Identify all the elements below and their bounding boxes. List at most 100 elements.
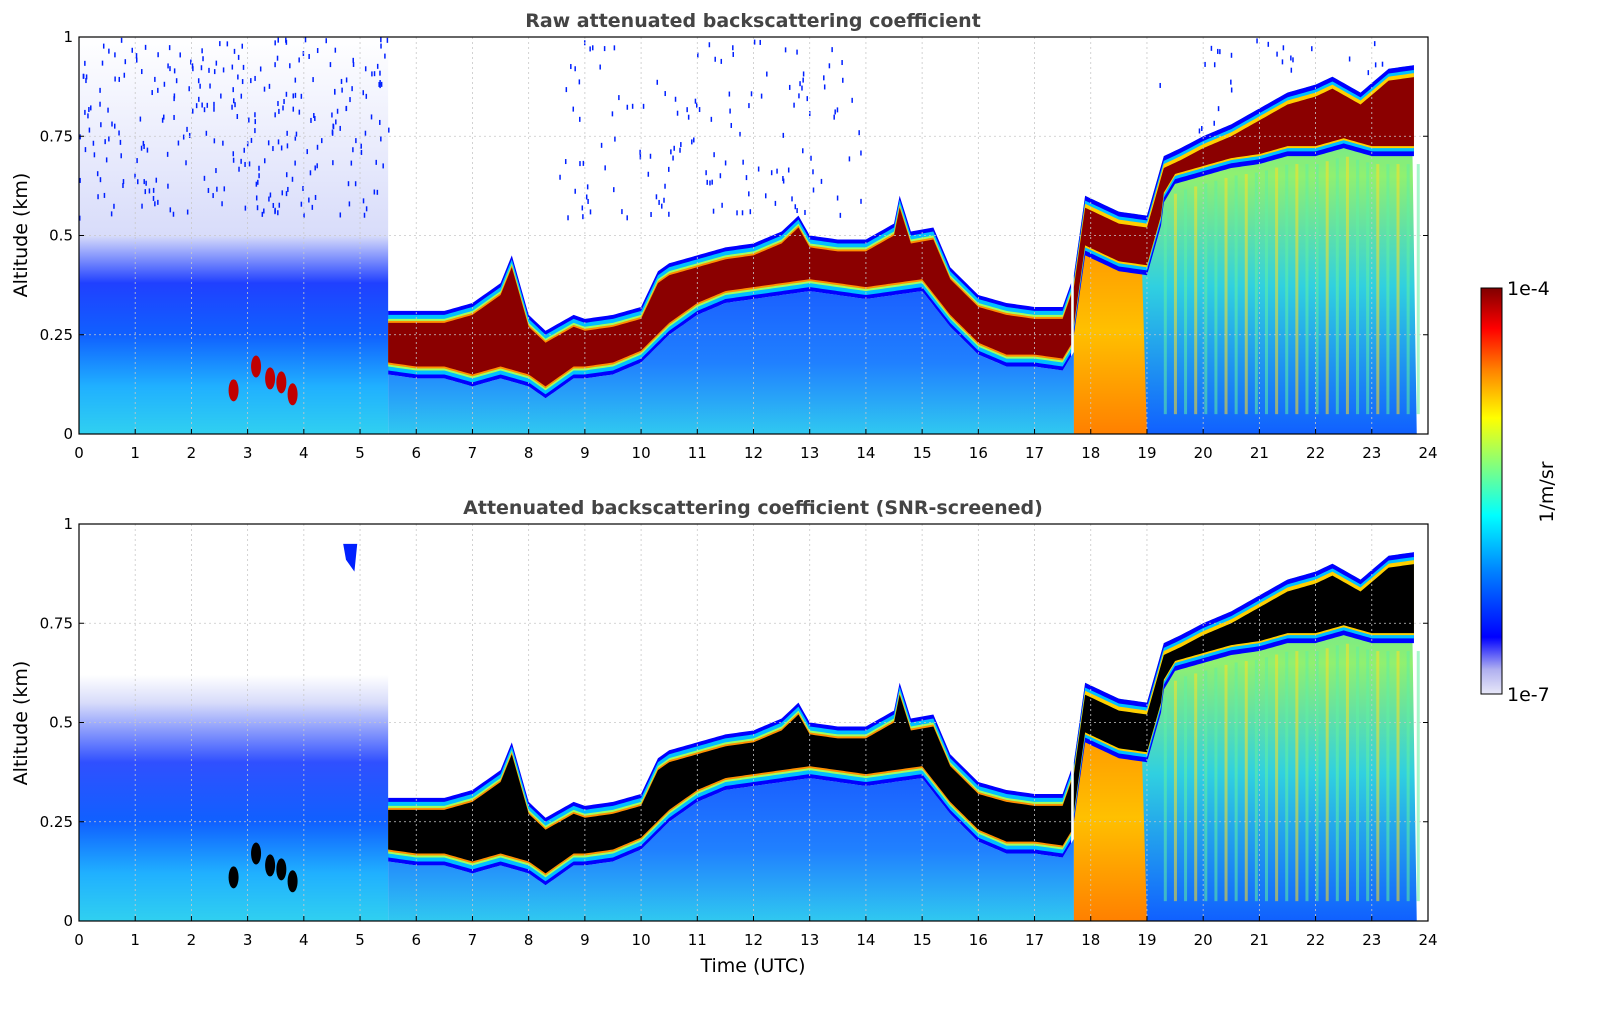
- noise-speckle: [664, 91, 666, 97]
- noise-speckle: [114, 76, 116, 82]
- noise-speckle: [101, 60, 104, 66]
- aerosol-streak: [1204, 183, 1208, 415]
- noise-speckle: [173, 114, 175, 120]
- noise-speckle: [1230, 52, 1233, 58]
- noise-speckle: [757, 166, 760, 172]
- x-tick-label: 4: [299, 444, 309, 462]
- noise-speckle: [294, 135, 297, 141]
- aerosol-streak: [1244, 661, 1248, 902]
- noise-speckle: [308, 53, 310, 59]
- noise-speckle: [585, 194, 588, 200]
- noise-speckle: [144, 189, 147, 195]
- noise-speckle: [309, 170, 312, 176]
- noise-speckle: [84, 147, 87, 153]
- y-tick-label: 0: [63, 425, 73, 443]
- noise-speckle: [120, 37, 123, 43]
- noise-speckle: [732, 51, 734, 57]
- x-tick-label: 11: [688, 931, 707, 949]
- noise-speckle: [237, 54, 240, 60]
- noise-speckle: [806, 96, 809, 102]
- noise-speckle: [240, 158, 242, 164]
- noise-speckle: [88, 107, 90, 113]
- noise-speckle: [697, 52, 699, 58]
- noise-speckle: [207, 187, 210, 193]
- screened-backscatter-panel: Attenuated backscattering coefficient (S…: [10, 497, 1438, 977]
- noise-speckle: [748, 191, 750, 197]
- noise-speckle: [141, 69, 143, 75]
- noise-speckle: [254, 75, 256, 81]
- noise-speckle: [776, 168, 778, 174]
- aerosol-streak: [1305, 651, 1309, 902]
- noise-speckle: [1219, 49, 1221, 55]
- noise-speckle: [209, 83, 211, 89]
- noise-speckle: [649, 153, 652, 159]
- boundary-layer-aerosol: [388, 291, 1074, 434]
- noise-speckle: [203, 175, 206, 181]
- noise-speckle: [248, 117, 250, 123]
- noise-speckle: [694, 98, 697, 104]
- noise-speckle: [291, 176, 294, 182]
- x-tick-label: 17: [1025, 444, 1044, 462]
- noise-speckle: [173, 96, 175, 102]
- x-tick-label: 0: [74, 444, 84, 462]
- noise-speckle: [736, 210, 738, 216]
- noise-speckle: [802, 71, 805, 77]
- aerosol-streak: [1315, 651, 1319, 902]
- noise-speckle: [285, 37, 287, 43]
- noise-speckle: [341, 87, 343, 93]
- x-tick-label: 18: [1081, 931, 1100, 949]
- noise-speckle: [208, 67, 210, 73]
- noise-speckle: [144, 44, 147, 50]
- noise-speckle: [586, 184, 589, 190]
- noise-speckle: [362, 198, 365, 204]
- noise-speckle: [1216, 48, 1219, 54]
- aerosol-streak: [1345, 643, 1349, 902]
- noise-speckle: [186, 126, 188, 132]
- noise-speckle: [316, 163, 318, 169]
- noise-speckle: [300, 93, 303, 99]
- noise-speckle: [241, 79, 244, 85]
- x-tick-label: 14: [856, 931, 875, 949]
- noise-speckle: [110, 211, 113, 217]
- noise-speckle: [79, 215, 81, 221]
- noise-speckle: [770, 170, 773, 176]
- aerosol-streak: [1335, 645, 1339, 902]
- noise-speckle: [674, 96, 677, 102]
- noise-speckle: [713, 152, 715, 158]
- noise-speckle: [686, 107, 688, 113]
- noise-speckle: [1213, 120, 1215, 126]
- aerosol-streak: [1194, 186, 1198, 415]
- noise-speckle: [238, 166, 240, 172]
- cloud-layer-core: [388, 207, 1072, 387]
- noise-speckle: [360, 143, 362, 149]
- noise-speckle: [364, 130, 367, 136]
- dense-aerosol-region: [1073, 714, 1147, 921]
- noise-speckle: [298, 109, 301, 115]
- noise-speckle: [278, 108, 280, 114]
- noise-speckle: [203, 107, 206, 113]
- noise-speckle: [325, 38, 327, 44]
- y-tick-label: 0.5: [49, 227, 73, 245]
- noise-speckle: [308, 197, 310, 203]
- aerosol-streak: [1234, 175, 1238, 415]
- noise-speckle: [148, 188, 151, 194]
- aerosol-blob: [251, 355, 262, 378]
- noise-speckle: [748, 103, 750, 109]
- noise-speckle: [302, 186, 304, 192]
- noise-speckle: [1367, 70, 1370, 76]
- noise-speckle: [232, 87, 234, 93]
- noise-speckle: [276, 55, 279, 61]
- noise-speckle: [1292, 57, 1294, 63]
- noise-speckle: [124, 59, 127, 65]
- noise-speckle: [258, 173, 260, 179]
- noise-speckle: [350, 160, 353, 166]
- noise-speckle: [254, 119, 257, 125]
- noise-speckle: [766, 71, 768, 77]
- noise-speckle: [572, 106, 575, 112]
- noise-speckle: [173, 93, 176, 99]
- noise-speckle: [839, 212, 842, 218]
- noise-speckle: [639, 154, 642, 160]
- noise-speckle: [250, 78, 252, 84]
- aerosol-streak: [1244, 174, 1248, 415]
- noise-speckle: [263, 158, 266, 164]
